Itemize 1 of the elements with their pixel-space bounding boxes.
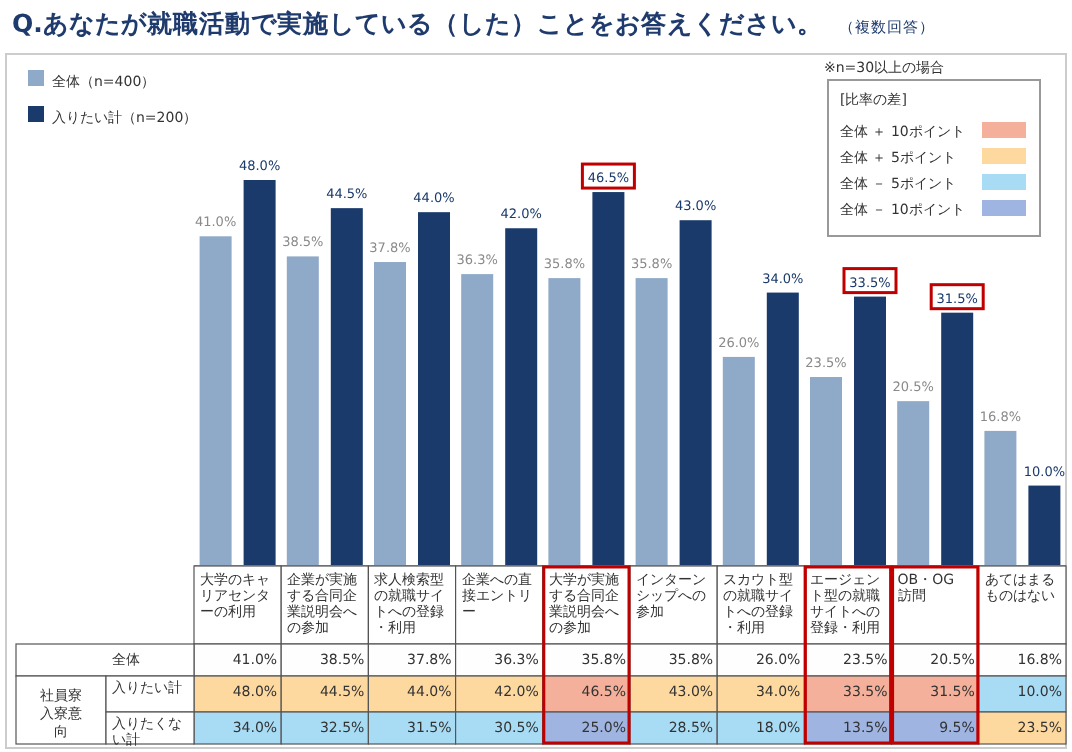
- chart-title: Q.あなたが就職活動で実施している（した）ことをお答えください。: [12, 8, 823, 38]
